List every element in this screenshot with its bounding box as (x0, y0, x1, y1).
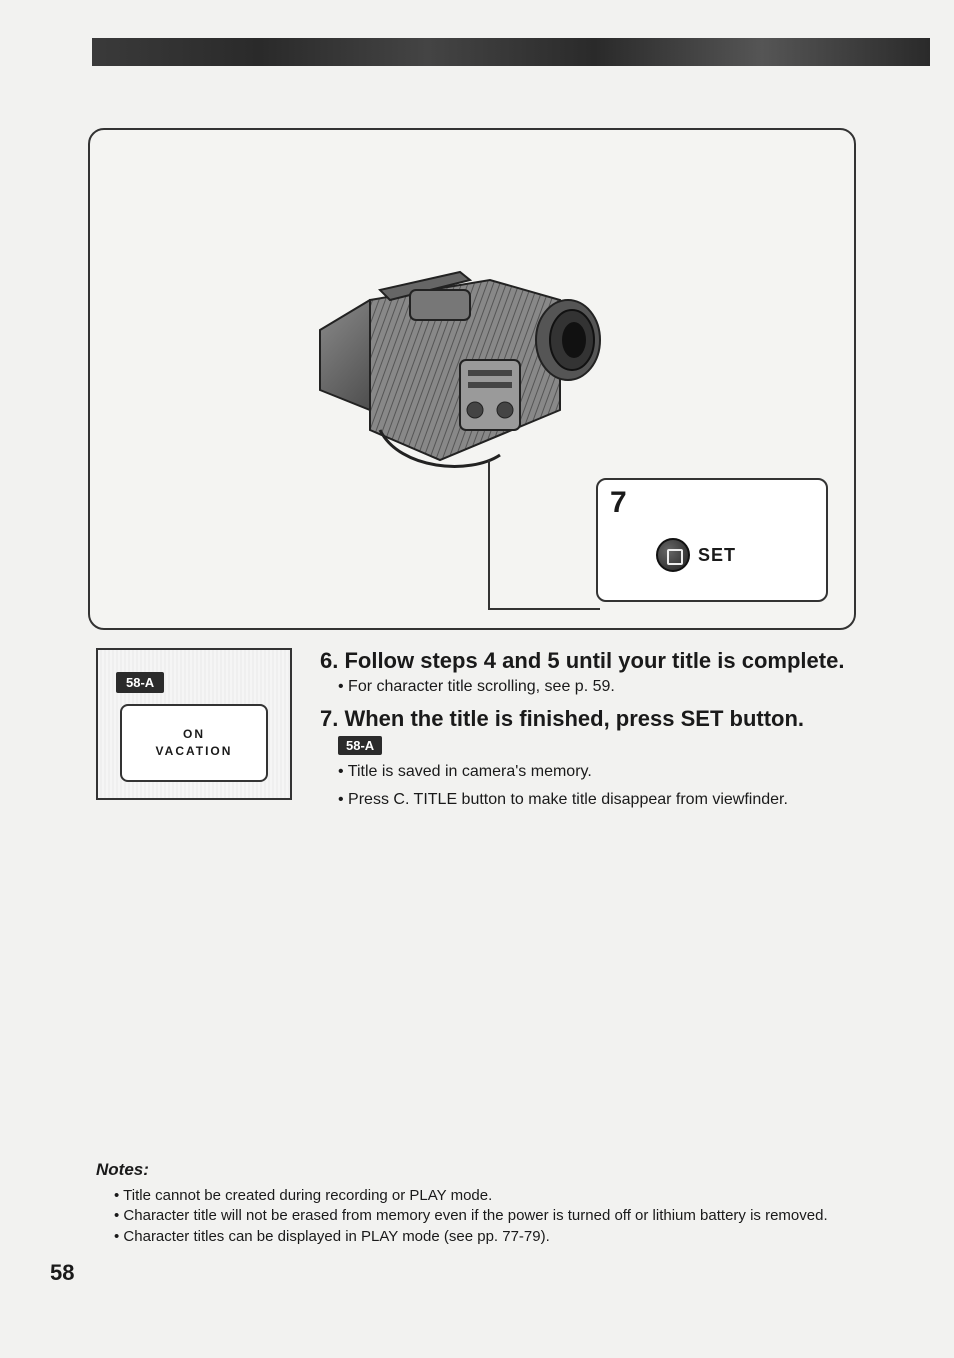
step-6-heading: 6. Follow steps 4 and 5 until your title… (320, 648, 894, 674)
note-1: Title cannot be created during recording… (114, 1186, 894, 1206)
callout-number: 7 (610, 486, 627, 520)
thumbnail-badge: 58-A (116, 672, 164, 693)
header-bar (92, 38, 930, 66)
set-button[interactable]: SET (656, 538, 736, 572)
notes-heading: Notes: (96, 1160, 894, 1180)
main-figure: 7 SET (88, 128, 856, 630)
step-7-bullet-2: Press C. TITLE button to make title disa… (338, 791, 894, 809)
step-6-bullet-1: For character title scrolling, see p. 59… (338, 678, 894, 696)
step-7-badge: 58-A (338, 736, 382, 755)
step-7-bullet-1: Title is saved in camera's memory. (338, 763, 894, 781)
set-button-label: SET (698, 545, 736, 566)
page-number: 58 (50, 1260, 74, 1286)
notes-section: Notes: Title cannot be created during re… (96, 1160, 894, 1247)
callout-leader-horizontal (488, 608, 600, 610)
camcorder-illustration (310, 260, 620, 480)
note-3: Character titles can be displayed in PLA… (114, 1227, 894, 1247)
viewfinder-preview: ON VACATION (120, 704, 268, 782)
set-button-icon (656, 538, 690, 572)
step-7-heading: 7. When the title is finished, press SET… (320, 706, 894, 732)
callout-leader-vertical (488, 460, 490, 610)
viewfinder-line-2: VACATION (156, 743, 233, 760)
thumbnail-58-a: 58-A ON VACATION (96, 648, 292, 800)
instructions: 6. Follow steps 4 and 5 until your title… (320, 648, 894, 819)
callout-step-7: 7 SET (596, 478, 828, 602)
viewfinder-line-1: ON (183, 726, 205, 743)
note-2: Character title will not be erased from … (114, 1206, 894, 1226)
